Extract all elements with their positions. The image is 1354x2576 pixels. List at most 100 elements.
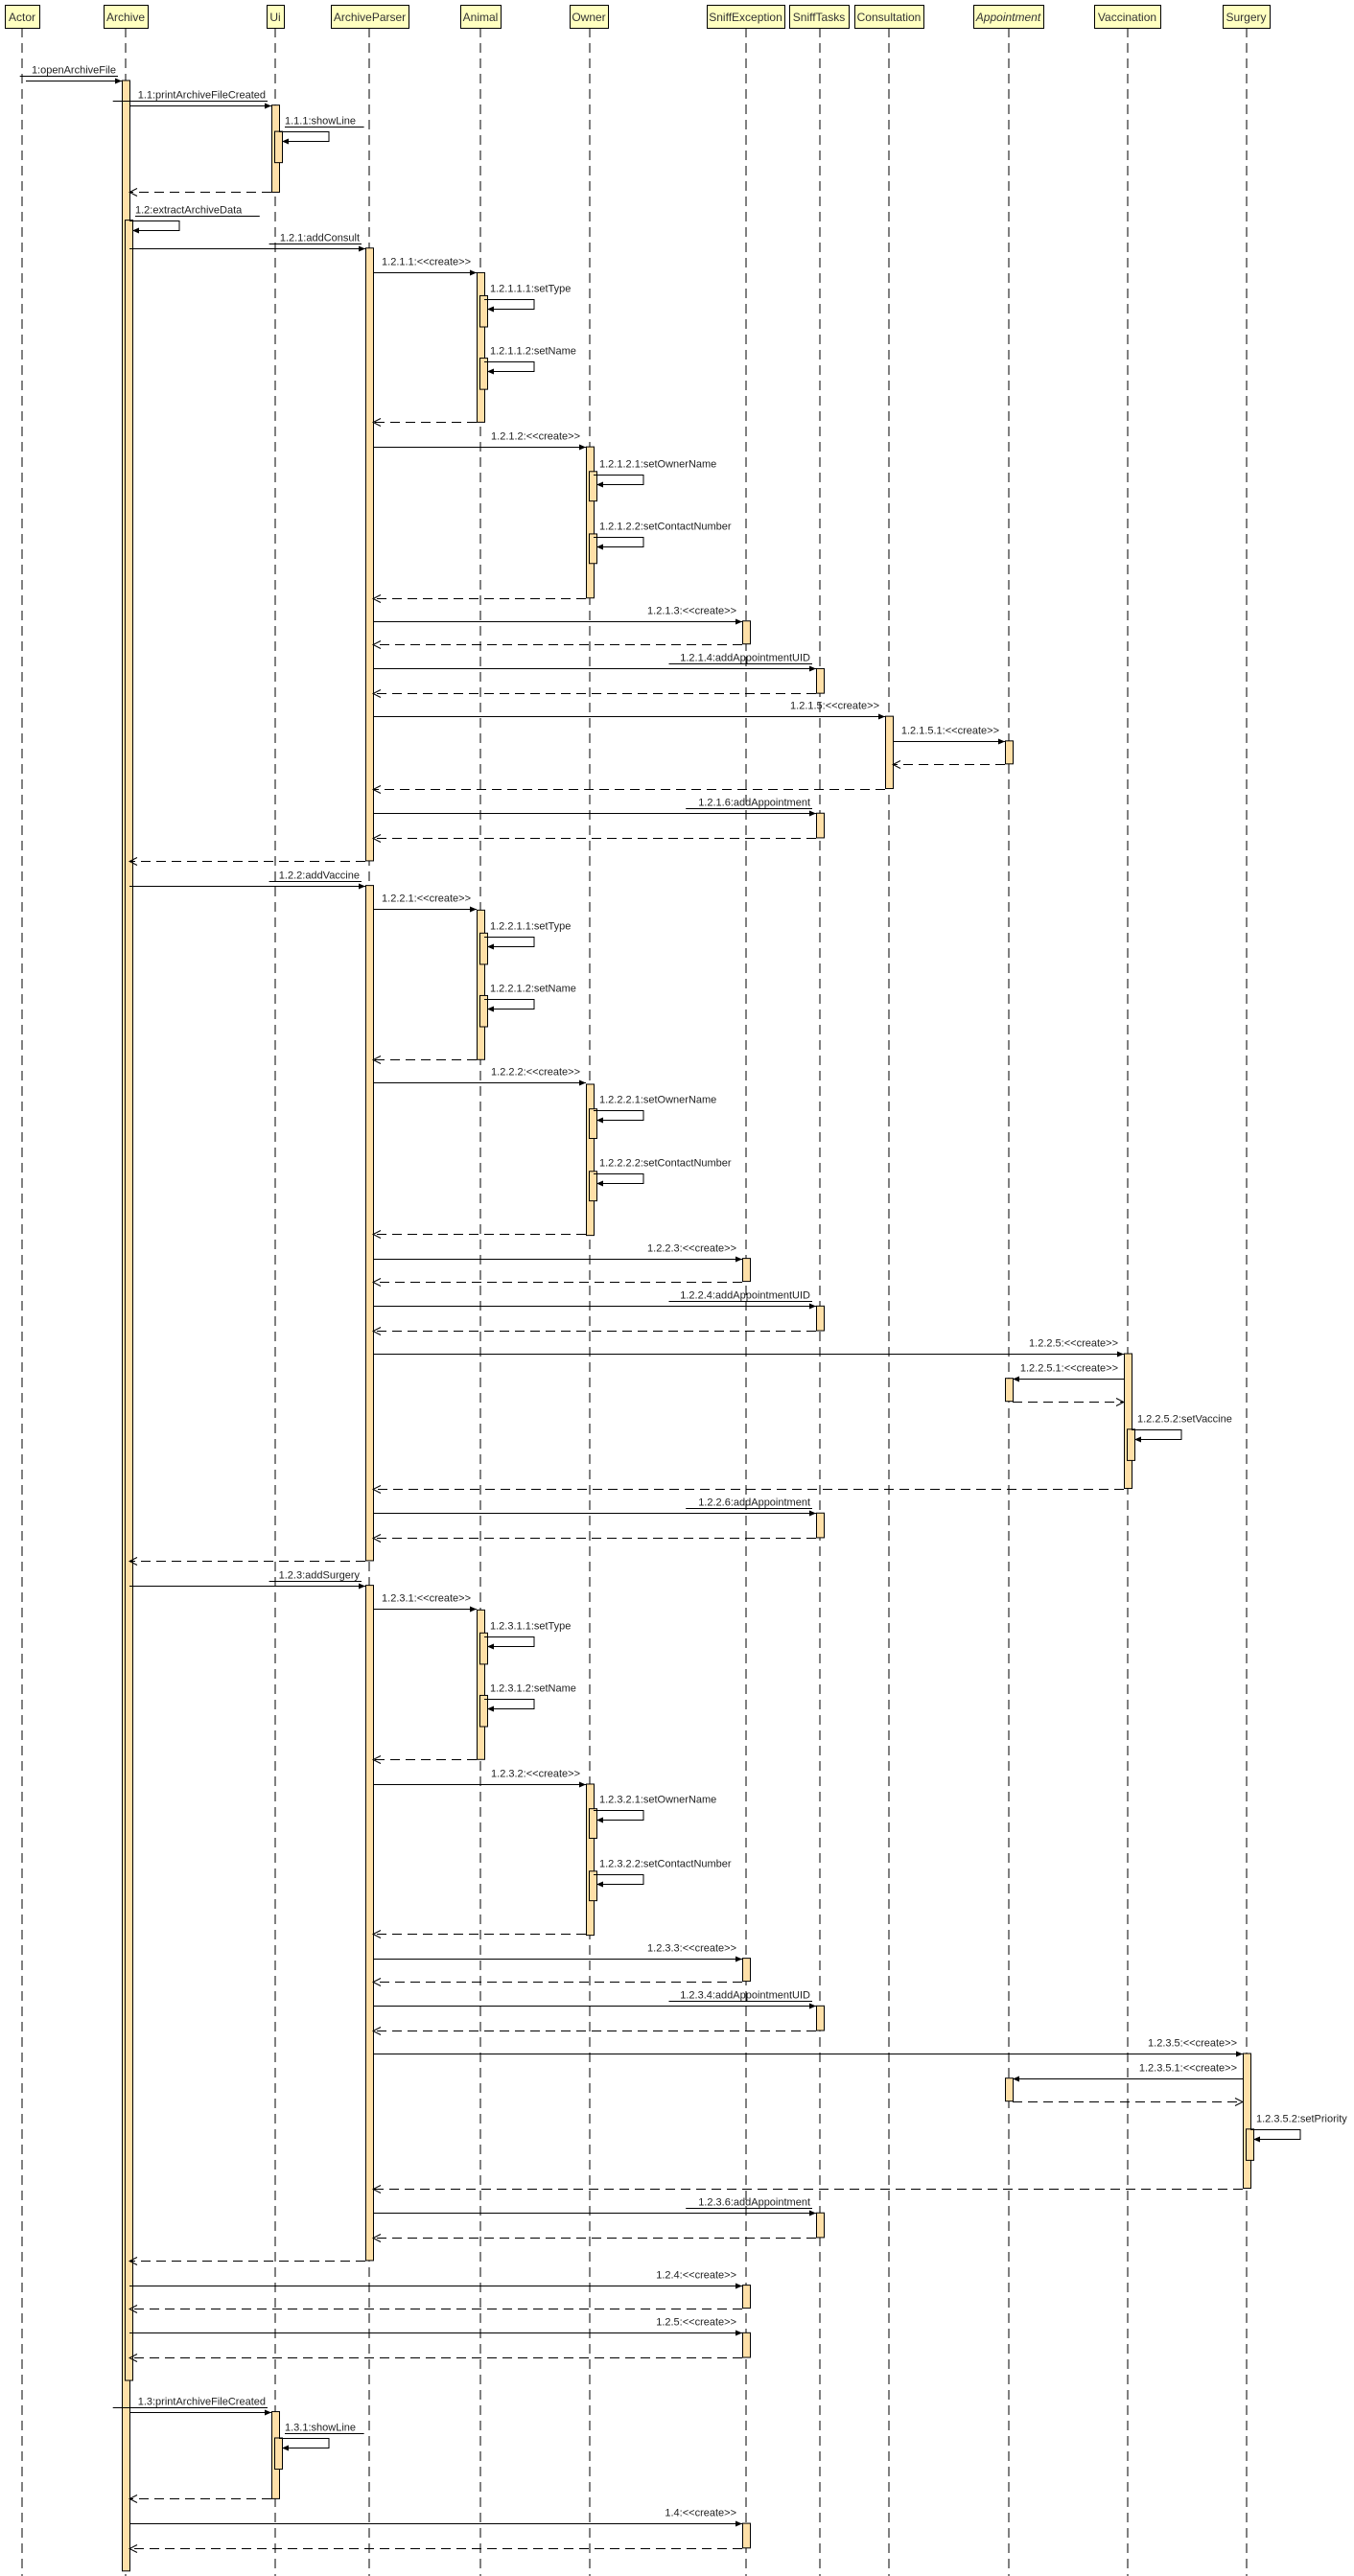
message-label: 1.2.3.2.2:setContactNumber bbox=[599, 1859, 732, 1870]
activation-bar bbox=[742, 2522, 751, 2549]
self-call-arrow bbox=[594, 1110, 644, 1124]
participant-label: Animal bbox=[463, 11, 499, 24]
message-label: 1.2.2.5:<<create>> bbox=[1029, 1338, 1118, 1350]
participant-vaccination[interactable]: Vaccination bbox=[1094, 5, 1161, 2576]
activation-bar bbox=[589, 1108, 597, 1140]
message-call: 1.2.1.3:<<create>> bbox=[373, 606, 742, 625]
participant-ui[interactable]: Ui bbox=[267, 5, 285, 2576]
activation-bar bbox=[365, 885, 374, 1562]
message-label: 1.2.3.5.2:setPriority bbox=[1256, 2114, 1347, 2125]
message-label: 1:openArchiveFile bbox=[32, 65, 116, 77]
self-call-arrow bbox=[594, 537, 644, 550]
activation-bar bbox=[477, 1609, 485, 1760]
message-self: 1.2.2.2.1:setOwnerName bbox=[594, 1095, 716, 1124]
message-call: 1.2.2.6:addAppointment bbox=[373, 1497, 816, 1517]
activation-bar bbox=[742, 1258, 751, 1283]
message-self: 1.2.1.2.1:setOwnerName bbox=[594, 459, 716, 488]
message-call: 1.2.3.4:addAppointmentUID bbox=[373, 1990, 816, 2009]
activation-bar bbox=[885, 715, 894, 790]
message-self: 1.2.3.1.2:setName bbox=[484, 1683, 576, 1712]
message-label: 1.2.3.1.2:setName bbox=[490, 1683, 576, 1695]
participant-box bbox=[854, 5, 924, 29]
message-label: 1.2.3.2:<<create>> bbox=[491, 1769, 580, 1780]
participant-box bbox=[331, 5, 409, 29]
message-label: 1.2.1.1.1:setType bbox=[490, 284, 571, 295]
message-label: 1.2.2.3:<<create>> bbox=[647, 1243, 736, 1255]
message-call: 1.2.4:<<create>> bbox=[129, 2270, 742, 2289]
activation-bar bbox=[742, 2332, 751, 2358]
message-label: 1.2.1.2.2:setContactNumber bbox=[599, 522, 732, 533]
participant-box bbox=[707, 5, 785, 29]
participant-snifftasks[interactable]: SniffTasks bbox=[789, 5, 850, 2576]
self-call-arrow bbox=[484, 361, 535, 375]
activation-bar bbox=[816, 1305, 825, 1332]
activation-bar bbox=[589, 1171, 597, 1202]
message-label: 1.2.2.1:<<create>> bbox=[382, 893, 471, 905]
message-label: 1.2:extractArchiveData bbox=[135, 205, 243, 217]
message-label: 1.2.2.1.2:setName bbox=[490, 984, 576, 995]
self-call-arrow bbox=[279, 2438, 330, 2451]
message-call: 1.2.3.5.1:<<create>> bbox=[1013, 2063, 1243, 2082]
message-call: 1.2.2.5:<<create>> bbox=[373, 1338, 1124, 1358]
activation-bar bbox=[742, 620, 751, 645]
message-call: 1.2.2.2:<<create>> bbox=[373, 1067, 586, 1086]
participant-appointment[interactable]: Appointment bbox=[973, 5, 1044, 2576]
message-self: 1.2.2.1.1:setType bbox=[484, 921, 571, 950]
activation-bar bbox=[477, 909, 485, 1060]
message-call: 1.2.3.5:<<create>> bbox=[373, 2038, 1243, 2057]
message-call: 1.4:<<create>> bbox=[129, 2508, 742, 2527]
participant-actor[interactable]: Actor bbox=[5, 5, 40, 2576]
message-call: 1.2.1:addConsult bbox=[129, 233, 365, 252]
activation-bar bbox=[1246, 2128, 1254, 2161]
activation-bar bbox=[586, 1783, 595, 1937]
message-label: 1.2.3.2.1:setOwnerName bbox=[599, 1795, 716, 1806]
activation-bar bbox=[1127, 1428, 1135, 1461]
activation-bar bbox=[586, 1083, 595, 1237]
message-call: 1.2.1.2:<<create>> bbox=[373, 431, 586, 451]
participant-box bbox=[104, 5, 149, 29]
activation-bar bbox=[586, 446, 595, 599]
message-call: 1.2.3.2:<<create>> bbox=[373, 1769, 586, 1788]
activation-bar bbox=[274, 130, 283, 164]
message-label: 1.1.1:showLine bbox=[285, 116, 356, 128]
participant-surgery[interactable]: Surgery bbox=[1223, 5, 1271, 2576]
message-call: 1.2.2.4:addAppointmentUID bbox=[373, 1290, 816, 1310]
self-call-arrow bbox=[484, 1636, 535, 1650]
message-label: 1.2.1.2:<<create>> bbox=[491, 431, 580, 443]
activation-bar bbox=[816, 812, 825, 839]
message-label: 1.2.3.1.1:setType bbox=[490, 1621, 571, 1633]
participant-label: Archive bbox=[106, 11, 145, 24]
participant-label: Vaccination bbox=[1098, 11, 1156, 24]
activation-bar bbox=[1005, 2077, 1014, 2102]
message-label: 1.2.3.4:addAppointmentUID bbox=[680, 1990, 810, 2002]
message-call: 1.2.5:<<create>> bbox=[129, 2317, 742, 2336]
message-call: 1.2.2.3:<<create>> bbox=[373, 1243, 742, 1263]
message-label: 1.2.1.4:addAppointmentUID bbox=[680, 653, 810, 664]
self-call-arrow bbox=[279, 131, 330, 145]
message-self: 1.2.2.2.2:setContactNumber bbox=[594, 1158, 732, 1187]
message-call: 1.2.1.1:<<create>> bbox=[373, 257, 477, 276]
message-label: 1.2.2.2:<<create>> bbox=[491, 1067, 580, 1079]
participant-consultation[interactable]: Consultation bbox=[854, 5, 924, 2576]
message-label: 1.2.1.6:addAppointment bbox=[698, 798, 810, 809]
activation-bar bbox=[589, 533, 597, 565]
self-call-arrow bbox=[484, 1699, 535, 1712]
activation-bar bbox=[479, 358, 488, 390]
message-self: 1.2.3.1.1:setType bbox=[484, 1621, 571, 1650]
message-call: 1.2.1.5:<<create>> bbox=[373, 701, 885, 720]
message-label: 1.2.3.5:<<create>> bbox=[1148, 2038, 1237, 2050]
participant-owner[interactable]: Owner bbox=[570, 5, 609, 2576]
message-label: 1.2.2.6:addAppointment bbox=[698, 1497, 810, 1509]
self-call-arrow bbox=[129, 220, 180, 234]
activation-bar bbox=[274, 2437, 283, 2471]
message-self: 1.2.1.1.1:setType bbox=[484, 284, 571, 313]
participant-animal[interactable]: Animal bbox=[460, 5, 502, 2576]
message-call: 1:openArchiveFile bbox=[19, 65, 122, 84]
message-label: 1.2.3.5.1:<<create>> bbox=[1139, 2063, 1237, 2075]
activation-bar bbox=[479, 1632, 488, 1665]
message-self: 1.2.3.2.1:setOwnerName bbox=[594, 1795, 716, 1823]
message-label: 1.2.2.2.2:setContactNumber bbox=[599, 1158, 732, 1170]
participant-box bbox=[973, 5, 1044, 29]
message-self: 1.2.2.5.2:setVaccine bbox=[1132, 1414, 1232, 1443]
